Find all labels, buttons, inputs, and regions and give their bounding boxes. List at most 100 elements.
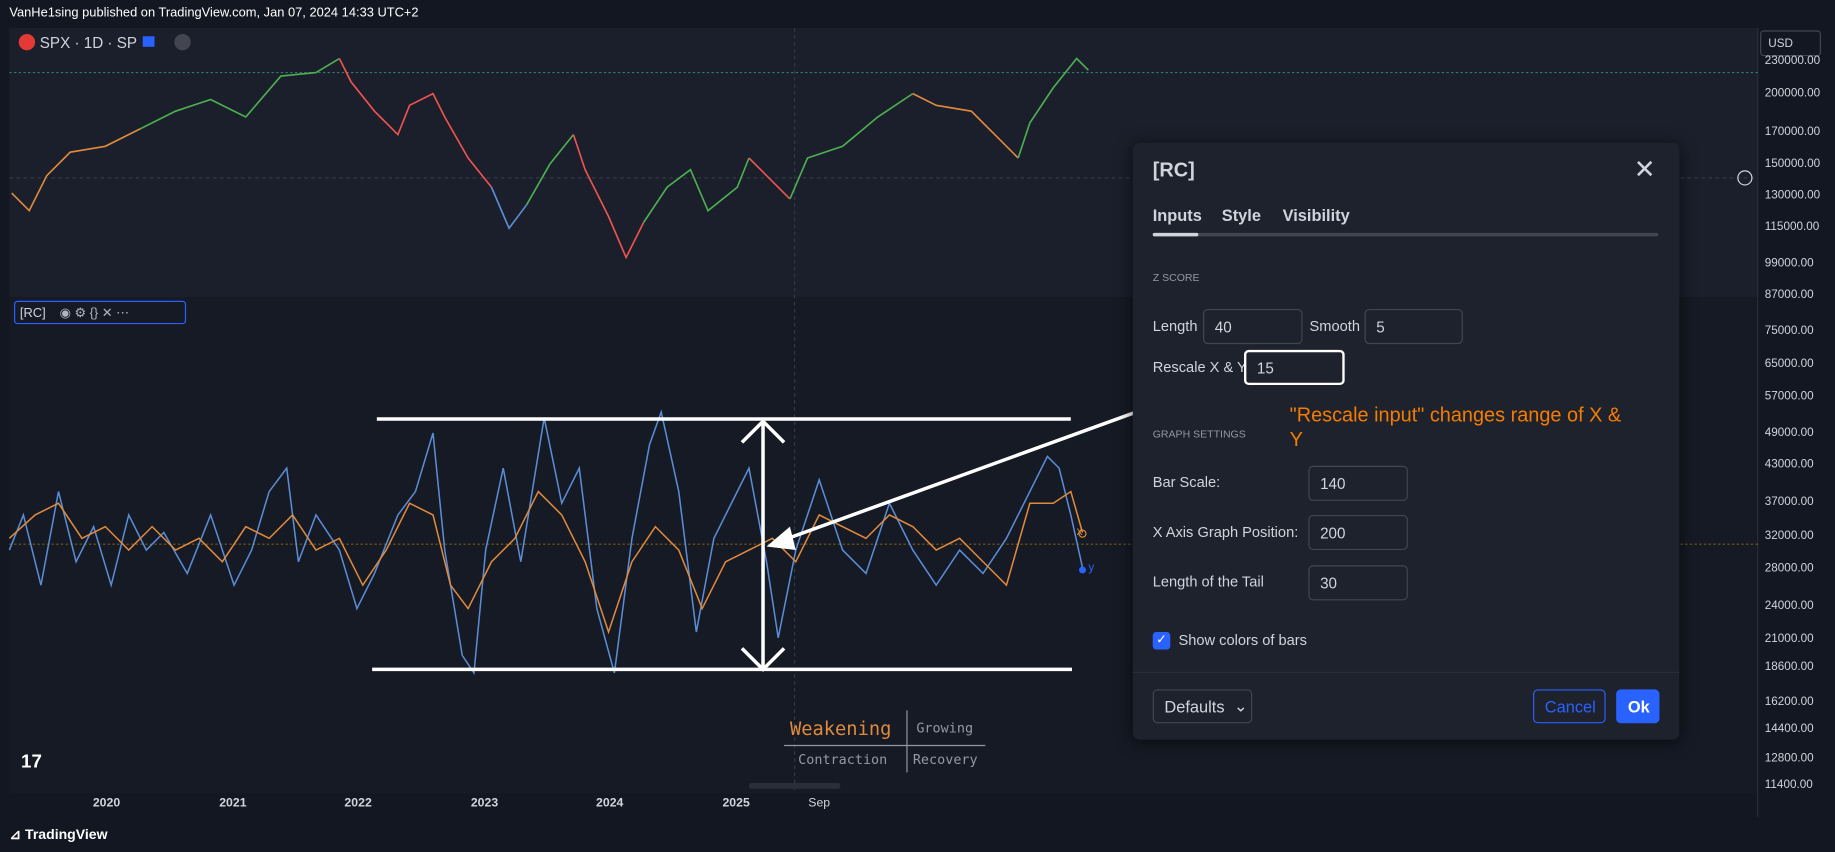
published-note: VanHe1sing published on TradingView.com,… <box>9 5 419 20</box>
field-input[interactable]: 5 <box>1364 308 1463 345</box>
section-title: GRAPH SETTINGS <box>1152 428 1246 441</box>
price-label: 150000.00 <box>1764 157 1821 171</box>
graph-label-y: y <box>1088 561 1095 575</box>
price-label: 65000.00 <box>1764 357 1814 371</box>
defaults-button[interactable]: Defaults ⌄ <box>1152 689 1253 724</box>
indicator-x-line <box>8 490 1084 635</box>
price-label: 28000.00 <box>1764 562 1814 576</box>
price-label: 21000.00 <box>1764 632 1814 646</box>
dropdown-caret: ⌄ <box>1233 696 1248 716</box>
time-label: 2024 <box>596 795 624 810</box>
section-title: Z SCORE <box>1152 271 1200 284</box>
range-arrow-head <box>740 647 786 672</box>
checkbox-label: Show colors of bars <box>1178 631 1307 649</box>
add-icon <box>1737 170 1753 186</box>
price-label: 14400.00 <box>1764 722 1814 736</box>
price-candles <box>338 58 493 188</box>
price-label: 37000.00 <box>1764 495 1814 509</box>
quadrant-label: Contraction <box>798 751 888 768</box>
checkbox[interactable]: ✓ <box>1152 631 1171 650</box>
price-label: 18600.00 <box>1764 660 1814 674</box>
price-label: 32000.00 <box>1764 529 1814 543</box>
price-label: 49000.00 <box>1764 426 1814 440</box>
pointer-arrow-head <box>766 526 796 551</box>
price-label: 170000.00 <box>1764 125 1821 139</box>
tab[interactable]: Visibility <box>1282 205 1350 225</box>
graph-label-x: x <box>1076 525 1083 539</box>
price-candles <box>11 128 141 213</box>
price-candles <box>140 57 340 130</box>
annotation: "Rescale input" changes range of X & Y <box>1289 403 1622 451</box>
price-candles <box>748 157 791 200</box>
minus-icon <box>174 33 191 51</box>
field-label: Bar Scale: <box>1152 473 1221 491</box>
price-candles <box>572 134 645 260</box>
field-label: Length of the Tail <box>1152 573 1264 590</box>
quadrant-label: Growing <box>916 719 974 737</box>
close-button[interactable]: ✕ <box>1633 154 1656 184</box>
price-label: 57000.00 <box>1764 390 1814 404</box>
currency[interactable]: USD <box>1760 30 1821 57</box>
symbol: SPX · 1D · SP <box>39 33 138 52</box>
cancel-button[interactable]: Cancel <box>1533 689 1606 724</box>
tab-track <box>1152 232 1659 237</box>
price-label: 24000.00 <box>1764 599 1814 613</box>
field-input[interactable]: 200 <box>1308 514 1408 551</box>
quadrant-label: Recovery <box>912 751 978 768</box>
tab[interactable]: Inputs <box>1152 205 1202 225</box>
price-label: 12800.00 <box>1764 751 1814 765</box>
time-label: 2025 <box>722 795 750 810</box>
y-point <box>1078 566 1087 574</box>
time-label: 2020 <box>92 795 121 810</box>
quadrant-label: Weakening <box>789 717 892 740</box>
time-label: 2022 <box>344 795 372 810</box>
price-candles <box>1017 57 1089 159</box>
price-candles <box>912 92 1019 159</box>
footer-logo: ⊿ TradingView <box>9 826 108 843</box>
field-label: Rescale X & Y <box>1152 359 1247 376</box>
price-label: 99000.00 <box>1764 256 1814 270</box>
separator <box>1132 671 1680 673</box>
field-input[interactable]: 30 <box>1308 565 1408 601</box>
price-label: 75000.00 <box>1764 324 1814 338</box>
time-label: 2021 <box>219 795 247 810</box>
field-input[interactable]: 15 <box>1244 349 1345 386</box>
dialog-title: [RC] <box>1152 159 1195 182</box>
field-label: Length <box>1152 318 1198 335</box>
indicator-label: [RC] <box>19 306 46 321</box>
symbol-logo <box>18 33 36 51</box>
price-label: 87000.00 <box>1764 288 1814 302</box>
price-candles <box>490 186 528 230</box>
scrollbar <box>748 782 841 789</box>
field-input[interactable]: 40 <box>1203 308 1303 345</box>
x-point <box>1078 529 1087 538</box>
indicator-icons: ◉ ⚙ {} ✕ ⋯ <box>59 306 130 321</box>
tv-logo: 17 <box>21 751 42 772</box>
price-label: 130000.00 <box>1764 189 1821 202</box>
indicator-legend[interactable]: [RC] ◉ ⚙ {} ✕ ⋯ <box>14 300 187 325</box>
button-label: Defaults <box>1164 696 1225 716</box>
price-label: 16200.00 <box>1764 695 1814 709</box>
price-label: 230000.00 <box>1764 54 1821 68</box>
time-label: Sep <box>808 795 831 810</box>
ok-button[interactable]: Ok <box>1616 689 1660 724</box>
footer-brand: TradingView <box>25 826 108 843</box>
time-label: 2023 <box>470 795 499 810</box>
range-arrow-head <box>740 418 786 444</box>
price-label: 43000.00 <box>1764 458 1814 472</box>
price-label: 200000.00 <box>1764 87 1821 101</box>
field-label: Smooth <box>1309 318 1360 335</box>
flag-icon <box>142 36 155 47</box>
tab[interactable]: Style <box>1221 205 1261 225</box>
price-candles <box>789 92 914 200</box>
price-label: 11400.00 <box>1764 778 1813 792</box>
indicator-y-line <box>8 409 1084 676</box>
price-label: 115000.00 <box>1764 220 1820 234</box>
price-candles <box>525 134 575 206</box>
tab-indicator <box>1152 232 1199 237</box>
settings-dialog: [RC] ✕ Inputs Style Visibility Z SCORE L… <box>1132 142 1680 740</box>
time-axis-bg <box>9 793 1835 817</box>
field-input[interactable]: 140 <box>1308 465 1408 501</box>
price-candles <box>642 157 750 223</box>
